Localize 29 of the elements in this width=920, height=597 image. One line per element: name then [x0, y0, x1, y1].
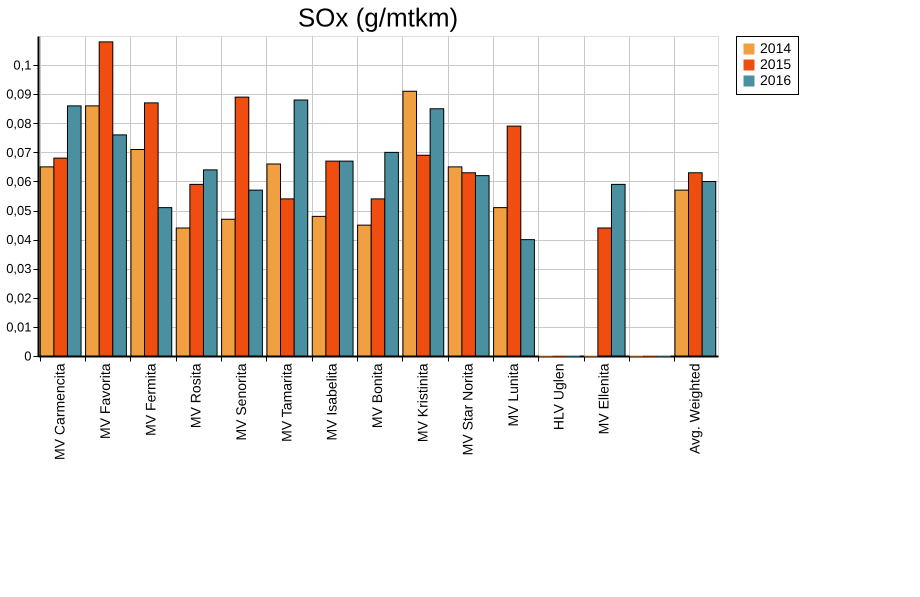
y-tick-label: 0,04: [6, 232, 32, 248]
y-tick-label: 0,07: [6, 144, 32, 160]
y-tick-label: 0,06: [6, 174, 32, 189]
x-tick-label: MV Rosita: [188, 363, 204, 428]
legend-label: 2015: [760, 56, 792, 72]
y-tick-label: 0,03: [6, 261, 32, 276]
y-tick-label: 0,09: [6, 86, 32, 102]
x-tick-label: MV Lunita: [505, 363, 521, 427]
x-tick-label: MV Star Norita: [460, 363, 476, 456]
y-tick-label: 0: [24, 348, 32, 364]
legend-label: 2016: [760, 72, 792, 88]
x-tick-label: MV Bonita: [369, 363, 385, 428]
y-tick-label: 0,08: [6, 116, 32, 131]
x-tick-label: MV Carmencita: [52, 363, 68, 460]
x-tick-label: Avg. Weighted: [686, 364, 702, 454]
y-tick-label: 0,05: [6, 203, 32, 218]
y-tick-label: 0,02: [6, 290, 32, 306]
y-tick-label: 0,01: [6, 319, 32, 334]
legend-label: 2014: [760, 40, 792, 56]
chart-title: SOx (g/mtkm): [298, 2, 458, 32]
x-tick-label: HLV Uglen: [550, 364, 566, 430]
x-tick-label: MV Ellenita: [596, 363, 612, 434]
x-tick-label: MV Fermita: [142, 363, 158, 436]
x-tick-label: MV Favorita: [97, 363, 113, 439]
x-tick-label: MV Senorita: [233, 363, 249, 441]
x-tick-label: MV Isabelita: [324, 363, 340, 441]
x-tick-label: MV Kristinita: [414, 363, 430, 442]
x-tick-label: MV Tamarita: [278, 363, 294, 442]
y-tick-label: 0,1: [13, 58, 32, 73]
